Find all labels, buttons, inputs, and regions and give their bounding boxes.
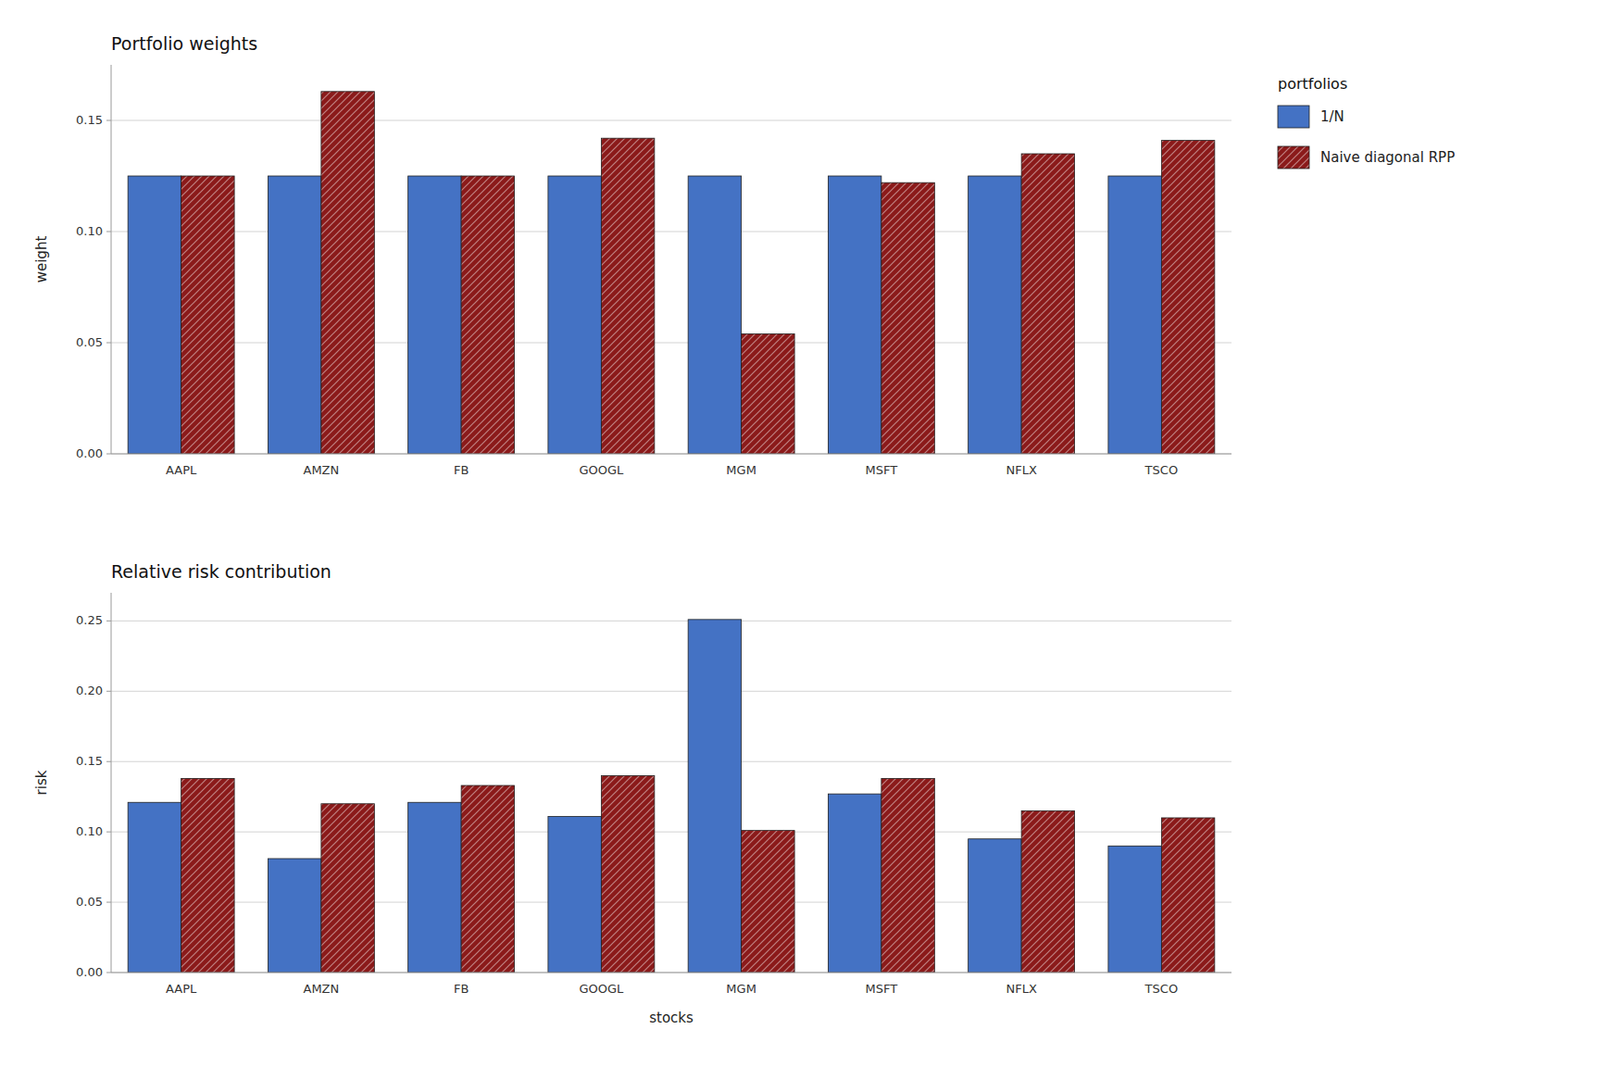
y-tick xyxy=(106,901,112,903)
x-axis-line xyxy=(111,972,1232,974)
bar xyxy=(127,175,181,454)
bar xyxy=(881,182,935,454)
panel: 0.00 0.05 0.10 0.15 AAPL AMZN FB GOOGL MGM MSFT NF… xyxy=(33,33,1232,477)
x-tick-label: MGM xyxy=(725,981,757,996)
grid-line xyxy=(111,761,1232,763)
bar xyxy=(687,619,741,973)
bar xyxy=(1108,845,1162,973)
y-tick-label: 0.25 xyxy=(75,612,103,627)
y-axis-line xyxy=(111,592,113,973)
bar xyxy=(968,175,1022,454)
legend-swatch xyxy=(1277,146,1310,169)
bar xyxy=(461,785,514,973)
y-tick-label: 0.15 xyxy=(75,753,103,768)
bar xyxy=(548,175,601,454)
grid-line xyxy=(111,972,1232,974)
bar xyxy=(321,91,375,454)
bar xyxy=(741,333,795,454)
x-tick-label: AAPL xyxy=(165,981,198,996)
bar xyxy=(267,858,321,973)
y-tick-label: 0.10 xyxy=(75,824,103,838)
bar xyxy=(127,801,181,973)
bar xyxy=(1021,153,1075,454)
x-tick-label: NFLX xyxy=(1005,462,1037,477)
grid-line xyxy=(111,453,1232,455)
x-tick-label: MSFT xyxy=(865,981,899,996)
x-tick-label: MSFT xyxy=(865,462,899,477)
y-tick-label: 0.15 xyxy=(75,112,103,127)
legend-label: 1/N xyxy=(1320,108,1345,125)
grid-line xyxy=(111,690,1232,692)
grid-line xyxy=(111,120,1232,122)
bar xyxy=(408,801,462,973)
x-tick-label: NFLX xyxy=(1005,981,1037,996)
y-tick xyxy=(106,231,112,233)
x-axis-line xyxy=(111,453,1232,455)
y-tick xyxy=(106,120,112,122)
bar xyxy=(408,175,462,454)
x-axis-label: stocks xyxy=(649,1009,694,1026)
bar xyxy=(600,137,654,454)
y-tick xyxy=(106,620,112,622)
y-axis-label: risk xyxy=(33,769,50,795)
legend-label: Naive diagonal RPP xyxy=(1320,149,1455,166)
x-tick-label: TSCO xyxy=(1144,981,1179,996)
x-tick-label: GOOGL xyxy=(578,462,625,477)
bar xyxy=(181,175,235,454)
x-tick-label: FB xyxy=(453,981,469,996)
bar xyxy=(461,175,514,454)
y-tick-label: 0.05 xyxy=(75,335,103,350)
x-tick-label: TSCO xyxy=(1144,462,1179,477)
x-tick-label: AAPL xyxy=(165,462,198,477)
y-tick xyxy=(106,831,112,833)
y-axis-line xyxy=(111,64,113,454)
y-tick xyxy=(106,342,112,344)
y-axis-label: weight xyxy=(33,236,50,284)
background xyxy=(0,0,1600,1067)
chart-title: Portfolio weights xyxy=(111,33,258,54)
bar xyxy=(827,793,881,973)
bar xyxy=(881,777,935,973)
y-tick xyxy=(106,453,112,455)
bar xyxy=(1021,810,1075,973)
y-tick xyxy=(106,761,112,763)
y-tick xyxy=(106,690,112,692)
bar xyxy=(321,803,375,973)
bar xyxy=(1161,140,1214,454)
y-tick-label: 0.00 xyxy=(75,964,103,979)
bar xyxy=(1108,175,1162,454)
y-tick-label: 0.00 xyxy=(75,446,103,461)
bars xyxy=(127,91,1215,454)
panel: 0.00 0.05 0.10 0.15 0.20 0.25 AAPL AMZN FB GOOGL M… xyxy=(33,561,1232,1026)
bar xyxy=(741,830,795,973)
y-tick-label: 0.20 xyxy=(75,683,103,698)
chart-title: Relative risk contribution xyxy=(111,561,332,582)
x-tick-label: AMZN xyxy=(303,981,340,996)
bar xyxy=(600,775,654,973)
bar xyxy=(181,777,235,973)
x-tick-label: GOOGL xyxy=(578,981,625,996)
bar xyxy=(548,815,601,973)
x-tick-label: MGM xyxy=(725,462,757,477)
legend-title: portfolios xyxy=(1277,75,1348,93)
bar xyxy=(827,175,881,454)
grid-line xyxy=(111,620,1232,622)
bar xyxy=(1161,817,1214,973)
y-tick-label: 0.05 xyxy=(75,894,103,909)
bar xyxy=(267,175,321,454)
chart-figure: 0.00 0.05 0.10 0.15 AAPL AMZN FB GOOGL MGM MSFT NF… xyxy=(0,0,1600,1067)
legend: portfolios 1/N Naive diagonal RPP xyxy=(1277,75,1455,169)
bars xyxy=(127,619,1215,973)
legend-swatch xyxy=(1277,105,1310,128)
x-tick-label: AMZN xyxy=(303,462,340,477)
y-tick xyxy=(106,972,112,974)
bar xyxy=(687,175,741,454)
x-tick-label: FB xyxy=(453,462,469,477)
y-tick-label: 0.10 xyxy=(75,224,103,238)
bar xyxy=(968,838,1022,973)
